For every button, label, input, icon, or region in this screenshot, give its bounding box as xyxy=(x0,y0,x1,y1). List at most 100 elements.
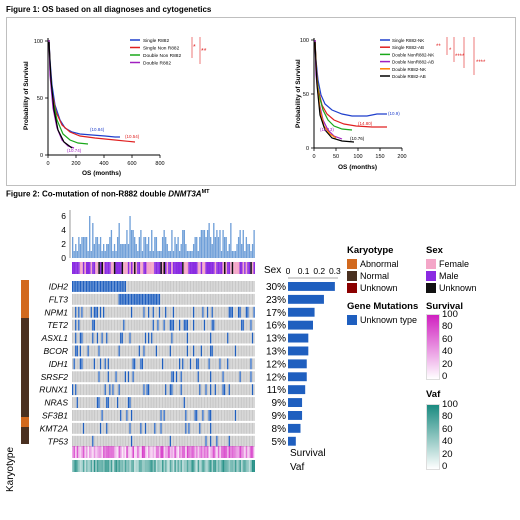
empty-cell xyxy=(189,293,192,305)
empty-cell xyxy=(192,410,195,421)
vaf-cell xyxy=(172,460,175,472)
empty-cell xyxy=(194,293,196,305)
empty-cell xyxy=(126,435,128,447)
sex-cell xyxy=(186,262,189,274)
empty-cell xyxy=(200,422,202,434)
empty-cell xyxy=(115,384,117,396)
empty-cell xyxy=(107,435,109,447)
empty-cell xyxy=(158,384,161,396)
empty-cell xyxy=(239,384,241,396)
empty-cell xyxy=(242,306,244,318)
survival-cell xyxy=(93,446,96,458)
empty-cell xyxy=(250,397,252,408)
legend-label: Unknown xyxy=(360,283,398,293)
empty-cell xyxy=(95,371,97,383)
km-right-median-4: (10.76) xyxy=(350,136,365,141)
mutation-cell xyxy=(101,410,103,421)
sex-cell xyxy=(191,262,193,274)
count-bar xyxy=(155,237,158,258)
empty-cell xyxy=(214,358,216,370)
mutation-cell xyxy=(157,293,159,305)
empty-cell xyxy=(165,319,167,331)
empty-cell xyxy=(168,319,170,331)
mutation-cell xyxy=(143,293,145,305)
vaf-cell xyxy=(158,460,161,472)
empty-cell xyxy=(85,332,88,344)
empty-cell xyxy=(146,332,148,344)
survival-cell xyxy=(206,446,209,458)
mutation-cell xyxy=(129,397,131,408)
empty-cell xyxy=(132,397,134,408)
empty-cell xyxy=(202,332,204,344)
mutation-cell xyxy=(251,384,254,396)
empty-cell xyxy=(220,293,223,305)
empty-cell xyxy=(72,345,74,357)
mutation-cell xyxy=(76,345,78,357)
figure2-title: Figure 2: Co-mutation of non-R882 double… xyxy=(6,189,210,199)
empty-cell xyxy=(174,371,176,383)
survival-cell xyxy=(75,446,77,458)
mutation-cell xyxy=(155,345,158,357)
empty-cell xyxy=(107,345,109,357)
empty-cell xyxy=(129,281,131,292)
empty-cell xyxy=(99,384,102,396)
sex-cell xyxy=(214,262,217,274)
mutation-cell xyxy=(180,384,182,396)
empty-cell xyxy=(228,358,230,370)
empty-cell xyxy=(73,332,75,344)
empty-cell xyxy=(182,410,184,421)
empty-cell xyxy=(236,293,238,305)
empty-cell xyxy=(96,410,99,421)
survival-cell xyxy=(242,446,245,458)
sex-cell xyxy=(137,262,139,274)
empty-cell xyxy=(223,293,226,305)
empty-cell xyxy=(191,293,193,305)
empty-cell xyxy=(154,306,156,318)
mutation-cell xyxy=(223,384,226,396)
empty-cell xyxy=(244,345,246,357)
empty-cell xyxy=(253,319,255,331)
mutation-cell xyxy=(169,345,171,357)
empty-cell xyxy=(205,293,207,305)
survival-cell xyxy=(227,446,229,458)
empty-cell xyxy=(72,371,74,383)
empty-cell xyxy=(124,410,127,421)
mutation-cell xyxy=(208,358,210,370)
mutation-cell xyxy=(154,422,156,434)
frequency-bar xyxy=(288,372,307,382)
mutation-cell xyxy=(146,384,148,396)
empty-cell xyxy=(185,397,187,408)
survival-cell xyxy=(182,446,184,458)
mutation-cell xyxy=(210,410,212,421)
empty-cell xyxy=(132,281,134,292)
empty-cell xyxy=(158,422,161,434)
mutation-cell xyxy=(199,422,201,434)
sex-cell xyxy=(130,262,133,274)
empty-cell xyxy=(228,319,230,331)
empty-cell xyxy=(245,345,247,357)
empty-cell xyxy=(154,397,156,408)
empty-cell xyxy=(113,293,116,305)
empty-cell xyxy=(152,410,154,421)
empty-cell xyxy=(191,332,193,344)
empty-cell xyxy=(197,435,199,447)
mutation-cell xyxy=(200,345,202,357)
empty-cell xyxy=(253,384,255,396)
empty-cell xyxy=(85,371,88,383)
sex-cell xyxy=(192,262,195,274)
empty-cell xyxy=(126,319,128,331)
empty-cell xyxy=(134,345,136,357)
vaf-track xyxy=(72,460,255,472)
empty-cell xyxy=(151,281,153,292)
empty-cell xyxy=(84,371,86,383)
mutation-cell xyxy=(110,281,113,292)
empty-cell xyxy=(73,319,75,331)
empty-cell xyxy=(134,435,136,447)
colorbar-tick-label: 60 xyxy=(442,423,453,435)
empty-cell xyxy=(241,281,243,292)
sex-cell xyxy=(113,262,116,274)
empty-cell xyxy=(120,435,122,447)
empty-cell xyxy=(171,345,173,357)
empty-cell xyxy=(134,384,136,396)
empty-cell xyxy=(220,384,223,396)
